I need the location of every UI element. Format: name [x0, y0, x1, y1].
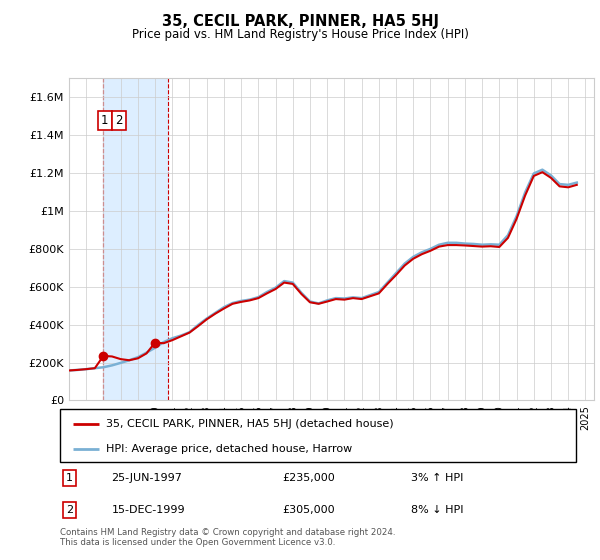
Text: £305,000: £305,000 [282, 505, 335, 515]
Text: 35, CECIL PARK, PINNER, HA5 5HJ (detached house): 35, CECIL PARK, PINNER, HA5 5HJ (detache… [106, 419, 394, 429]
Text: 2: 2 [66, 505, 73, 515]
Text: 8% ↓ HPI: 8% ↓ HPI [411, 505, 463, 515]
Text: Contains HM Land Registry data © Crown copyright and database right 2024.
This d: Contains HM Land Registry data © Crown c… [60, 528, 395, 547]
Text: £235,000: £235,000 [282, 473, 335, 483]
Text: 1: 1 [101, 114, 109, 127]
Bar [103, 78, 168, 400]
Text: HPI: Average price, detached house, Harrow: HPI: Average price, detached house, Harr… [106, 444, 353, 454]
Text: 35, CECIL PARK, PINNER, HA5 5HJ: 35, CECIL PARK, PINNER, HA5 5HJ [161, 14, 439, 29]
FancyBboxPatch shape [60, 409, 576, 462]
Text: 3% ↑ HPI: 3% ↑ HPI [411, 473, 463, 483]
Text: 1: 1 [66, 473, 73, 483]
Text: 25-JUN-1997: 25-JUN-1997 [112, 473, 182, 483]
Text: 2: 2 [115, 114, 122, 127]
Text: Price paid vs. HM Land Registry's House Price Index (HPI): Price paid vs. HM Land Registry's House … [131, 28, 469, 41]
Text: 15-DEC-1999: 15-DEC-1999 [112, 505, 185, 515]
